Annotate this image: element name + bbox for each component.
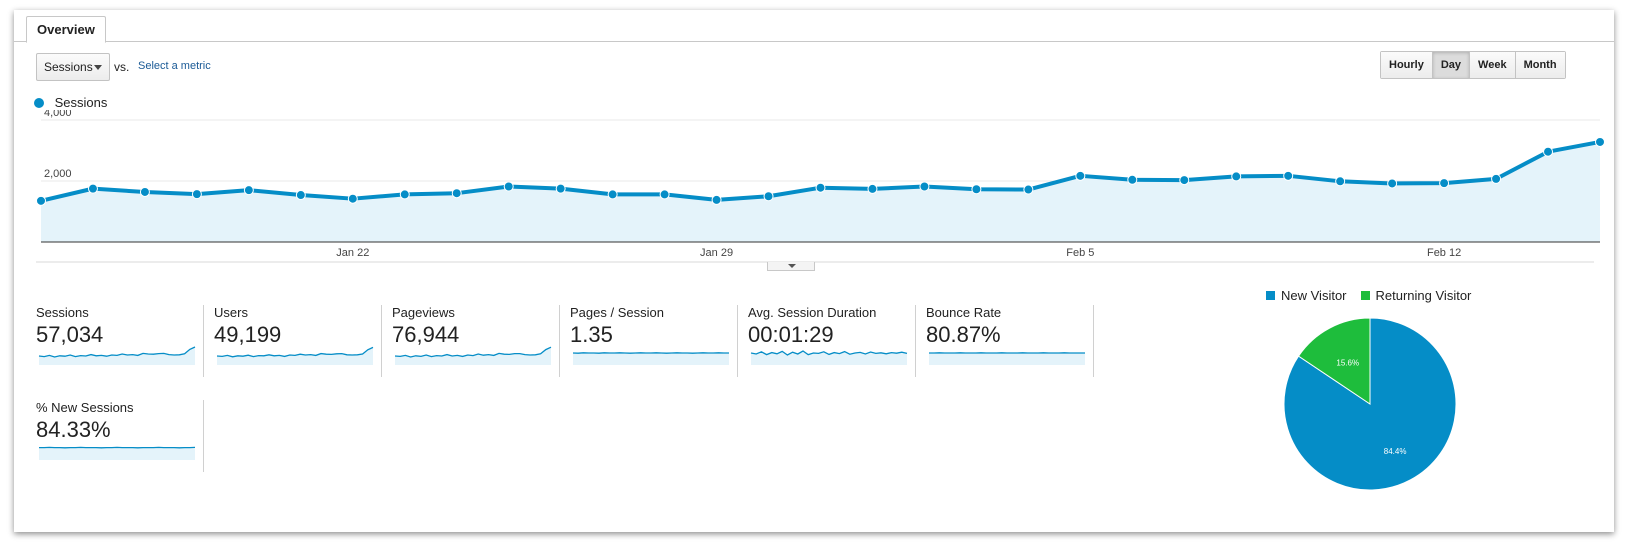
data-point[interactable]: [764, 192, 773, 201]
metric-select[interactable]: Sessions: [36, 53, 110, 81]
data-point[interactable]: [1596, 137, 1605, 146]
collapse-chart-handle[interactable]: [767, 262, 815, 271]
data-point[interactable]: [400, 190, 409, 199]
data-point[interactable]: [1076, 171, 1085, 180]
data-point[interactable]: [1284, 171, 1293, 180]
metric-label: Pageviews: [392, 305, 455, 320]
data-point[interactable]: [1544, 147, 1553, 156]
new-visitor-swatch: [1266, 291, 1275, 300]
legend-item-new-visitor[interactable]: New Visitor: [1266, 288, 1347, 303]
y-tick-label: 2,000: [44, 168, 72, 180]
data-point[interactable]: [972, 185, 981, 194]
data-point[interactable]: [1492, 174, 1501, 183]
week-button[interactable]: Week: [1470, 52, 1516, 78]
chart-legend: Sessions: [34, 95, 107, 110]
data-point[interactable]: [1180, 176, 1189, 185]
sparkline: [928, 345, 1086, 365]
data-point[interactable]: [920, 182, 929, 191]
analytics-overview-panel: Overview Sessions vs. Select a metric Ho…: [14, 10, 1614, 532]
visitor-pie-chart: 84.4% 15.6%: [1282, 316, 1458, 492]
data-point[interactable]: [244, 186, 253, 195]
sparkline-area: [39, 447, 195, 460]
data-point[interactable]: [712, 195, 721, 204]
tab-overview[interactable]: Overview: [26, 16, 106, 43]
data-point[interactable]: [452, 189, 461, 198]
select-metric-link[interactable]: Select a metric: [138, 60, 211, 72]
vs-label: vs.: [114, 60, 129, 74]
data-point[interactable]: [1024, 185, 1033, 194]
day-button[interactable]: Day: [1433, 52, 1470, 78]
x-tick-label: Jan 29: [700, 247, 733, 259]
data-point[interactable]: [88, 184, 97, 193]
metric-label: Bounce Rate: [926, 305, 1001, 320]
legend-label: New Visitor: [1281, 288, 1347, 303]
data-point[interactable]: [296, 191, 305, 200]
pie-slice-label: 84.4%: [1384, 447, 1407, 456]
sessions-legend-label: Sessions: [55, 95, 108, 110]
sparkline-area: [573, 353, 729, 365]
metric-label: Users: [214, 305, 248, 320]
metric-card-bounce-rate[interactable]: Bounce Rate 80.87%: [926, 305, 1094, 377]
hourly-button[interactable]: Hourly: [1381, 52, 1433, 78]
data-point[interactable]: [1128, 175, 1137, 184]
data-point[interactable]: [1232, 172, 1241, 181]
legend-label: Returning Visitor: [1376, 288, 1472, 303]
x-tick-label: Feb 12: [1427, 247, 1461, 259]
data-point[interactable]: [868, 184, 877, 193]
granularity-selector: Hourly Day Week Month: [1380, 51, 1566, 79]
data-point[interactable]: [1388, 179, 1397, 188]
data-point[interactable]: [608, 190, 617, 199]
sparkline: [216, 345, 374, 365]
x-tick-label: Jan 22: [336, 247, 369, 259]
data-point[interactable]: [504, 182, 513, 191]
data-point[interactable]: [816, 183, 825, 192]
metric-card-new-sessions[interactable]: % New Sessions 84.33%: [36, 400, 204, 472]
sessions-legend-dot: [34, 98, 44, 108]
metric-select-value: Sessions: [44, 60, 93, 74]
month-button[interactable]: Month: [1516, 52, 1565, 78]
metric-label: Pages / Session: [570, 305, 664, 320]
x-tick-label: Feb 5: [1066, 247, 1094, 259]
pie-legend: New Visitor Returning Visitor: [1266, 288, 1471, 303]
metric-label: Avg. Session Duration: [748, 305, 876, 320]
sparkline-area: [929, 353, 1085, 365]
metric-card-avg-session-duration[interactable]: Avg. Session Duration 00:01:29: [748, 305, 916, 377]
chevron-down-icon: [788, 264, 796, 268]
sparkline: [394, 345, 552, 365]
chevron-down-icon: [94, 65, 102, 70]
sessions-line-chart: 4,000 2,000 Jan 22 Jan 29 Feb 5 Feb 12: [14, 110, 1614, 270]
data-point[interactable]: [556, 184, 565, 193]
metric-card-users[interactable]: Users 49,199: [214, 305, 382, 377]
sparkline: [38, 345, 196, 365]
metric-card-pages-per-session[interactable]: Pages / Session 1.35: [570, 305, 738, 377]
tab-bar: Overview: [14, 10, 1614, 42]
metric-label: % New Sessions: [36, 400, 134, 415]
sparkline: [572, 345, 730, 365]
pie-slice-label: 15.6%: [1336, 358, 1359, 367]
data-point[interactable]: [192, 190, 201, 199]
data-point[interactable]: [37, 196, 46, 205]
y-tick-label: 4,000: [44, 110, 72, 119]
sparkline-line: [217, 347, 373, 356]
metric-card-sessions[interactable]: Sessions 57,034: [36, 305, 204, 377]
returning-visitor-swatch: [1361, 291, 1370, 300]
data-point[interactable]: [1336, 177, 1345, 186]
sparkline: [750, 345, 908, 365]
data-point[interactable]: [1440, 179, 1449, 188]
data-point[interactable]: [348, 194, 357, 203]
sparkline: [38, 440, 196, 460]
legend-item-returning-visitor[interactable]: Returning Visitor: [1361, 288, 1472, 303]
metric-card-pageviews[interactable]: Pageviews 76,944: [392, 305, 560, 377]
metric-label: Sessions: [36, 305, 89, 320]
data-point[interactable]: [140, 187, 149, 196]
data-point[interactable]: [660, 190, 669, 199]
